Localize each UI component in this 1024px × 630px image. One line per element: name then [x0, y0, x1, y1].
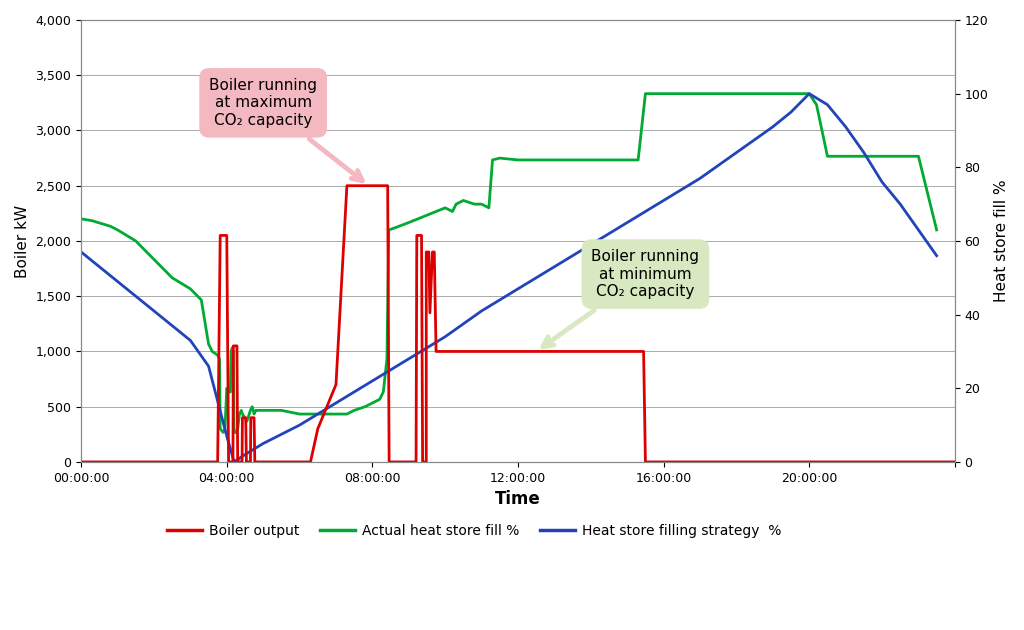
Heat store filling strategy  %: [228, 458, 241, 466]
Heat store filling strategy  %: [203, 362, 215, 370]
Actual heat store fill %: [639, 90, 651, 98]
Line: Actual heat store fill %: Actual heat store fill %: [81, 94, 937, 432]
Heat store filling strategy  %: [694, 175, 707, 182]
Heat store filling strategy  %: [840, 123, 852, 130]
Actual heat store fill %: [494, 154, 506, 162]
Actual heat store fill %: [147, 256, 160, 263]
Heat store filling strategy  %: [548, 263, 560, 270]
Boiler output: [311, 425, 324, 433]
Y-axis label: Boiler kW: Boiler kW: [15, 204, 30, 278]
Actual heat store fill %: [213, 355, 225, 363]
Heat store filling strategy  %: [858, 149, 870, 156]
Boiler output: [341, 182, 353, 190]
Heat store filling strategy  %: [622, 219, 634, 226]
Boiler output: [948, 458, 961, 466]
Heat store filling strategy  %: [184, 336, 197, 344]
Text: Boiler running
at maximum
CO₂ capacity: Boiler running at maximum CO₂ capacity: [209, 78, 362, 181]
Heat store filling strategy  %: [147, 307, 160, 315]
Heat store filling strategy  %: [512, 285, 524, 292]
Y-axis label: Heat store fill %: Heat store fill %: [994, 180, 1009, 302]
Heat store filling strategy  %: [220, 432, 232, 440]
Boiler output: [638, 348, 650, 355]
Actual heat store fill %: [217, 428, 229, 436]
Actual heat store fill %: [439, 204, 452, 212]
Heat store filling strategy  %: [239, 451, 251, 459]
Heat store filling strategy  %: [439, 333, 452, 340]
Boiler output: [411, 232, 423, 239]
Legend: Boiler output, Actual heat store fill %, Heat store filling strategy  %: Boiler output, Actual heat store fill %,…: [162, 518, 786, 543]
Heat store filling strategy  %: [821, 101, 834, 108]
Actual heat store fill %: [931, 226, 943, 234]
Heat store filling strategy  %: [257, 440, 269, 447]
Boiler output: [410, 458, 422, 466]
Heat store filling strategy  %: [330, 399, 342, 407]
Line: Boiler output: Boiler output: [81, 186, 954, 462]
Heat store filling strategy  %: [730, 149, 742, 156]
Heat store filling strategy  %: [784, 108, 797, 116]
Actual heat store fill %: [224, 388, 237, 396]
X-axis label: Time: Time: [496, 490, 541, 508]
Heat store filling strategy  %: [75, 248, 87, 256]
Heat store filling strategy  %: [803, 90, 815, 98]
Line: Heat store filling strategy  %: Heat store filling strategy %: [81, 94, 937, 462]
Heat store filling strategy  %: [294, 421, 306, 429]
Heat store filling strategy  %: [475, 307, 487, 315]
Heat store filling strategy  %: [876, 178, 888, 186]
Actual heat store fill %: [75, 215, 87, 222]
Heat store filling strategy  %: [894, 200, 906, 208]
Heat store filling strategy  %: [931, 252, 943, 260]
Boiler output: [75, 458, 87, 466]
Text: Boiler running
at minimum
CO₂ capacity: Boiler running at minimum CO₂ capacity: [543, 249, 699, 346]
Heat store filling strategy  %: [367, 377, 379, 385]
Heat store filling strategy  %: [657, 197, 670, 204]
Boiler output: [245, 414, 257, 421]
Actual heat store fill %: [585, 156, 597, 164]
Heat store filling strategy  %: [912, 226, 925, 234]
Boiler output: [220, 232, 232, 239]
Heat store filling strategy  %: [767, 123, 779, 130]
Heat store filling strategy  %: [112, 278, 124, 285]
Heat store filling strategy  %: [402, 355, 415, 363]
Heat store filling strategy  %: [585, 241, 597, 248]
